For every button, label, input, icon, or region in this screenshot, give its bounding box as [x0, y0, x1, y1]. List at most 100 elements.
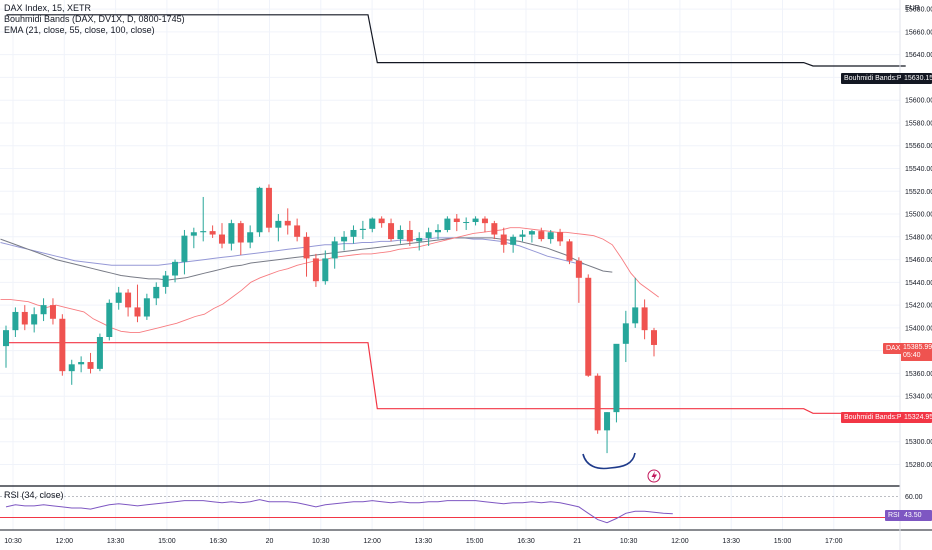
alert-icon[interactable]: [647, 469, 661, 483]
grid-lines: [0, 0, 900, 530]
legend-bouhmidi[interactable]: Bouhmidi Bands (DAX, DV1X, D, 0800-1745): [4, 14, 185, 24]
legend-symbol[interactable]: DAX Index, 15, XETR: [4, 3, 92, 13]
time-tick-label: 15:00: [158, 538, 176, 545]
candle: [3, 325, 9, 368]
candle: [331, 236, 338, 269]
price-tick-label: 15600.00: [905, 98, 932, 105]
candle: [547, 229, 554, 244]
candle: [510, 234, 517, 253]
time-axis[interactable]: 10:30 12:00 13:30 15:00 16:30 20 10:30 12:00 13:…: [4, 538, 842, 545]
candle: [557, 228, 564, 246]
time-tick-label: 13:30: [722, 538, 740, 545]
price-tick-label: 15540.00: [905, 166, 932, 173]
time-tick-label: 15:00: [466, 538, 484, 545]
price-tick-label: 15460.00: [905, 257, 932, 264]
upper-band-value-tag: 15630.15: [901, 73, 932, 84]
price-tick-label: 15420.00: [905, 303, 932, 310]
upper-band-name-tag: Bouhmidi Bands:Plot: [841, 73, 912, 84]
candle: [275, 214, 282, 242]
current-price-value: 15385.99: [903, 344, 932, 351]
candle: [575, 257, 582, 303]
candle: [134, 284, 141, 323]
lower-band-value-tag: 15324.95: [901, 412, 932, 423]
candle: [247, 225, 254, 249]
price-tick-label: 15280.00: [905, 462, 932, 469]
candle: [604, 412, 611, 454]
price-tick-label: 15480.00: [905, 234, 932, 241]
price-tick-label: 15300.00: [905, 439, 932, 446]
candle: [481, 216, 488, 233]
candle: [125, 289, 132, 317]
annotation-curve: [582, 452, 636, 470]
rsi-pane: [0, 496, 900, 524]
time-tick-label: 12:00: [363, 538, 381, 545]
time-tick-label: 21: [573, 538, 581, 545]
price-tick-label: 15440.00: [905, 280, 932, 287]
candle: [463, 217, 470, 230]
candle: [106, 299, 113, 341]
time-tick-label: 10:30: [312, 538, 330, 545]
price-tick-label: 15340.00: [905, 394, 932, 401]
candle: [369, 217, 376, 233]
lower-band-name-tag: Bouhmidi Bands:Plot: [841, 412, 912, 423]
upper-band-line: [6, 14, 906, 67]
candle: [397, 225, 404, 244]
candle: [622, 310, 629, 363]
candle: [444, 216, 451, 233]
candle: [31, 307, 38, 333]
current-price-tag: 15385.99 05:40: [901, 343, 932, 361]
price-tick-label: 15680.00: [905, 7, 932, 14]
candle: [96, 333, 103, 372]
candle: [613, 343, 620, 423]
time-tick-label: 13:30: [415, 538, 433, 545]
candle: [322, 250, 329, 285]
candle: [585, 274, 592, 377]
candle: [435, 224, 441, 240]
price-tick-label: 15500.00: [905, 212, 932, 219]
time-tick-label: 13:30: [107, 538, 125, 545]
candle: [219, 223, 225, 249]
lower-band-line: [6, 342, 906, 414]
candle: [172, 259, 179, 283]
price-tick-label: 15400.00: [905, 325, 932, 332]
candle: [491, 220, 498, 240]
price-tick-label: 15640.00: [905, 52, 932, 59]
candles: [3, 184, 657, 454]
candle: [341, 231, 348, 251]
price-tick-label: 15360.00: [905, 371, 932, 378]
time-tick-label: 10:30: [4, 538, 22, 545]
time-tick-label: 16:30: [209, 538, 227, 545]
candle: [388, 218, 395, 242]
candle: [12, 307, 19, 337]
currency-label: EUR: [905, 5, 920, 12]
ema100-line: [0, 237, 585, 266]
price-tick-label: 15560.00: [905, 143, 932, 150]
candle: [632, 277, 639, 328]
candle: [87, 352, 94, 374]
candle: [68, 359, 75, 385]
candle: [59, 314, 66, 376]
rsi-name-tag: RSI: [885, 510, 903, 521]
candle: [284, 208, 291, 235]
candle: [237, 220, 244, 256]
candle: [153, 282, 160, 306]
bouhmidi-bands: [6, 14, 906, 414]
candle: [528, 229, 535, 243]
candle: [49, 298, 56, 325]
candle: [78, 356, 85, 373]
candle: [519, 229, 526, 242]
legend-ema[interactable]: EMA (21, close, 55, close, 100, close): [4, 25, 155, 35]
candle: [453, 214, 460, 232]
rsi-tick-label: 60.00: [905, 494, 923, 501]
candle: [350, 225, 357, 244]
candle: [425, 227, 432, 246]
candle: [312, 253, 319, 287]
candle: [162, 270, 169, 294]
candle: [115, 286, 122, 310]
candle: [500, 227, 507, 253]
candle: [294, 218, 301, 242]
time-tick-label: 16:30: [517, 538, 535, 545]
candle: [566, 239, 573, 265]
legend-rsi[interactable]: RSI (34, close): [4, 490, 64, 500]
